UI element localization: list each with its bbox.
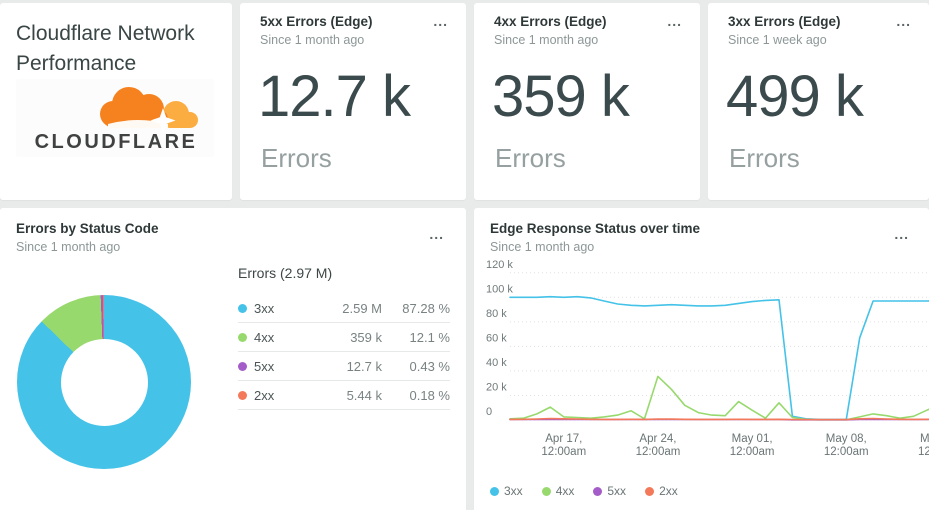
pie-legend-table: Errors (2.97 M) 3xx 2.59 M 87.28 % 4xx 3… bbox=[238, 265, 450, 410]
stat-card-5xx-errors: 5xx Errors (Edge) Since 1 month ago ... … bbox=[240, 3, 466, 200]
table-row-3xx[interactable]: 3xx 2.59 M 87.28 % bbox=[238, 294, 450, 323]
table-row-2xx[interactable]: 2xx 5.44 k 0.18 % bbox=[238, 381, 450, 410]
legend-label: 2xx bbox=[659, 484, 678, 498]
stat-card-title: 4xx Errors (Edge) bbox=[494, 14, 607, 29]
stat-unit-label: Errors bbox=[495, 143, 566, 173]
x-axis-tick-label: 12:00am bbox=[730, 446, 775, 458]
donut-chart[interactable] bbox=[17, 295, 191, 469]
stat-card-subtitle: Since 1 month ago bbox=[260, 33, 365, 47]
cloudflare-logo-text: CLOUDFLARE bbox=[35, 131, 198, 153]
x-axis-tick-label: Apr 24, bbox=[639, 433, 676, 445]
y-axis-tick-label: 60 k bbox=[486, 332, 507, 344]
legend-item-2xx[interactable]: 2xx bbox=[645, 484, 678, 498]
x-axis-tick-label: 12:00am bbox=[636, 446, 681, 458]
chart-subtitle: Since 1 month ago bbox=[490, 240, 595, 254]
series-color-dot bbox=[238, 390, 247, 400]
legend-color-dot bbox=[490, 486, 499, 496]
series-label: 4xx bbox=[254, 329, 275, 345]
legend-color-dot bbox=[593, 486, 603, 496]
stat-card-3xx-errors: 3xx Errors (Edge) Since 1 week ago ... 4… bbox=[708, 3, 929, 200]
x-axis-tick-label: 12:00am bbox=[918, 446, 929, 458]
x-axis-tick-label: May 08, bbox=[826, 433, 867, 445]
stat-value: 12.7 k bbox=[258, 64, 411, 129]
y-axis-tick-label: 0 bbox=[486, 406, 492, 418]
series-label: 2xx bbox=[254, 387, 275, 403]
series-color-dot bbox=[238, 303, 247, 313]
cloudflare-cloud-icon: CLOUDFLARE bbox=[35, 87, 198, 153]
legend-label: 3xx bbox=[504, 484, 523, 498]
series-color-dot bbox=[238, 361, 247, 371]
x-axis-tick-label: May 15, bbox=[920, 433, 929, 445]
series-percent: 0.18 % bbox=[409, 387, 450, 403]
y-axis-tick-label: 20 k bbox=[486, 381, 507, 393]
stat-card-title: 5xx Errors (Edge) bbox=[260, 14, 373, 29]
series-percent: 87.28 % bbox=[402, 300, 450, 316]
card-menu-button[interactable]: ... bbox=[894, 226, 909, 242]
series-percent: 12.1 % bbox=[409, 329, 450, 345]
legend-item-5xx[interactable]: 5xx bbox=[593, 484, 626, 498]
series-value: 5.44 k bbox=[346, 387, 382, 403]
stat-card-subtitle: Since 1 month ago bbox=[494, 33, 599, 47]
series-line-2xx bbox=[509, 417, 929, 421]
chart-title: Errors by Status Code bbox=[16, 221, 159, 236]
errors-by-status-code-card: Errors by Status Code Since 1 month ago … bbox=[0, 208, 466, 510]
series-label: 5xx bbox=[254, 358, 275, 374]
legend-label: 5xx bbox=[607, 484, 627, 498]
cloudflare-logo: CLOUDFLARE bbox=[16, 79, 214, 157]
stat-unit-label: Errors bbox=[261, 143, 332, 173]
legend-item-4xx[interactable]: 4xx bbox=[541, 484, 575, 498]
x-axis-tick-label: 12:00am bbox=[541, 446, 586, 458]
branding-card: Cloudflare Network Performance CLOUDFLAR… bbox=[0, 3, 232, 200]
edge-response-status-card: Edge Response Status over time Since 1 m… bbox=[474, 208, 929, 510]
legend-color-dot bbox=[541, 486, 551, 496]
card-menu-button[interactable]: ... bbox=[896, 13, 911, 29]
card-menu-button[interactable]: ... bbox=[433, 13, 448, 29]
table-row-4xx[interactable]: 4xx 359 k 12.1 % bbox=[238, 323, 450, 352]
stat-card-4xx-errors: 4xx Errors (Edge) Since 1 month ago ... … bbox=[474, 3, 700, 200]
stat-value: 499 k bbox=[726, 64, 864, 129]
stat-card-title: 3xx Errors (Edge) bbox=[728, 14, 841, 29]
series-value: 12.7 k bbox=[346, 358, 382, 374]
series-line-3xx bbox=[509, 295, 929, 421]
legend-label: 4xx bbox=[555, 484, 575, 498]
card-menu-button[interactable]: ... bbox=[667, 13, 682, 29]
series-label: 3xx bbox=[254, 300, 275, 316]
chart-subtitle: Since 1 month ago bbox=[16, 240, 121, 254]
stat-card-subtitle: Since 1 week ago bbox=[728, 33, 827, 47]
y-axis-tick-label: 40 k bbox=[486, 357, 507, 369]
y-axis-tick-label: 80 k bbox=[486, 308, 507, 320]
series-line-4xx bbox=[509, 375, 929, 421]
stat-value: 359 k bbox=[492, 64, 630, 129]
x-axis-tick-label: 12:00am bbox=[824, 446, 869, 458]
pie-table-header: Errors (2.97 M) bbox=[238, 265, 333, 281]
card-menu-button[interactable]: ... bbox=[429, 226, 444, 242]
y-axis-tick-label: 120 k bbox=[486, 259, 513, 271]
series-percent: 0.43 % bbox=[409, 358, 450, 374]
table-row-5xx[interactable]: 5xx 12.7 k 0.43 % bbox=[238, 352, 450, 381]
legend-color-dot bbox=[645, 486, 655, 496]
series-color-dot bbox=[238, 332, 247, 342]
dashboard-title: Cloudflare Network Performance bbox=[16, 22, 195, 76]
donut-hole bbox=[60, 338, 148, 426]
x-axis-tick-label: May 01, bbox=[732, 433, 773, 445]
stat-unit-label: Errors bbox=[729, 143, 800, 173]
series-value: 2.59 M bbox=[342, 300, 382, 316]
y-axis-tick-label: 100 k bbox=[486, 283, 513, 295]
chart-legend: 3xx 4xx 5xx 2xx bbox=[490, 484, 678, 498]
x-axis-tick-label: Apr 17, bbox=[545, 433, 582, 445]
chart-title: Edge Response Status over time bbox=[490, 221, 701, 236]
legend-item-3xx[interactable]: 3xx bbox=[490, 484, 523, 498]
series-value: 359 k bbox=[350, 329, 382, 345]
